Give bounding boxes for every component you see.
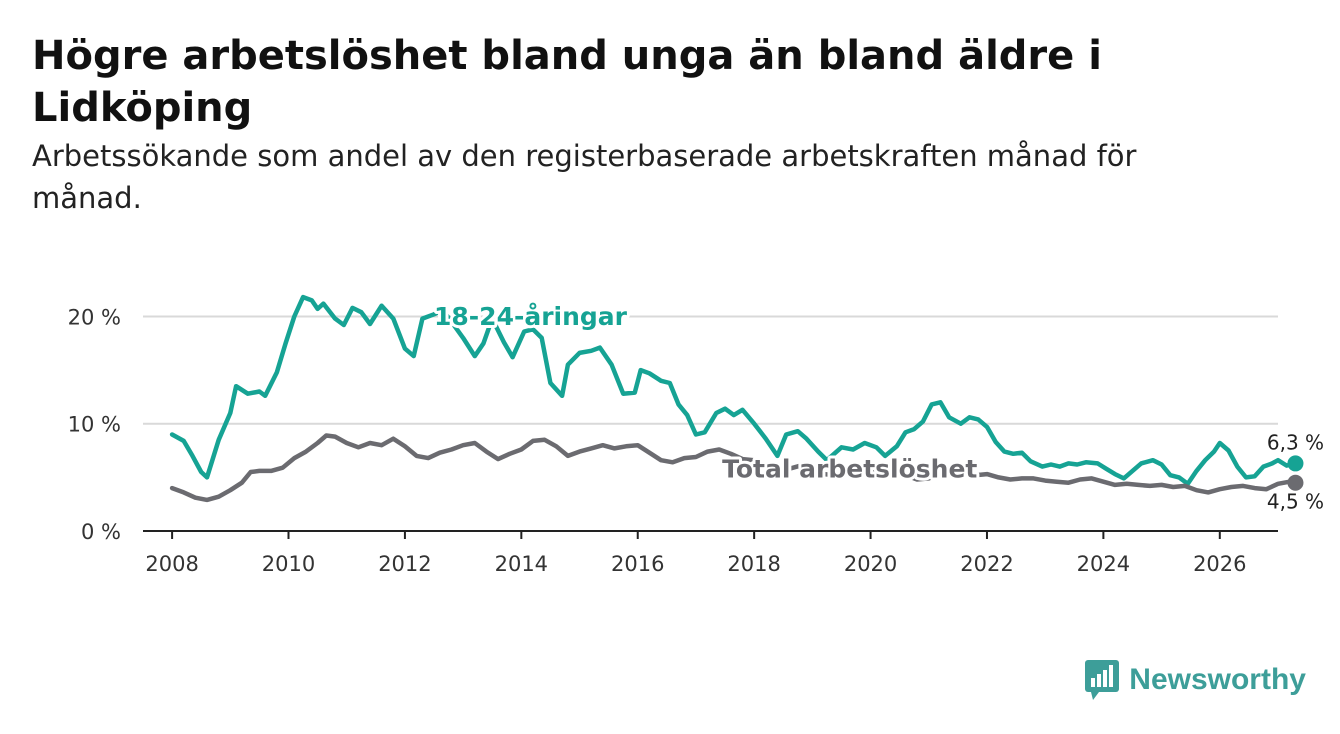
chart-subtitle: Arbetssökande som andel av den registerb…	[32, 139, 1137, 215]
x-tick-label-2010: 2010	[262, 552, 315, 576]
brand-logo: Newsworthy	[1085, 660, 1306, 700]
y-tick-label-0: 0 %	[81, 520, 121, 544]
series-end-marker-total-arbetslöshet	[1287, 474, 1304, 491]
series-end-label-18-24-åringar: 6,3 %	[1267, 430, 1324, 454]
series-end-label-total-arbetslöshet: 4,5 %	[1267, 490, 1324, 514]
newsworthy-logo-icon	[1085, 660, 1120, 700]
series-line-18-24-åringar	[169, 294, 1298, 487]
x-tick-label-2012: 2012	[378, 552, 431, 576]
chart-title: Högre arbetslöshet bland unga än bland ä…	[32, 33, 1102, 131]
series-label-18-24-åringar: 18-24-åringar	[434, 302, 628, 331]
x-tick-label-2008: 2008	[145, 552, 198, 576]
x-tick-label-2024: 2024	[1077, 552, 1130, 576]
x-tick-label-2026: 2026	[1193, 552, 1246, 576]
x-tick-label-2022: 2022	[960, 552, 1013, 576]
x-tick-label-2016: 2016	[611, 552, 664, 576]
x-tick-label-2014: 2014	[495, 552, 548, 576]
brand-name: Newsworthy	[1129, 663, 1306, 696]
series-end-marker-18-24-åringar	[1287, 455, 1304, 472]
series-label-total-arbetslöshet: Total arbetslöshet	[722, 454, 977, 483]
y-tick-label-20: 20 %	[68, 305, 121, 329]
x-tick-label-2018: 2018	[727, 552, 780, 576]
series-line-total-arbetslöshet	[169, 433, 1298, 503]
x-tick-label-2020: 2020	[844, 552, 897, 576]
y-tick-label-10: 10 %	[68, 413, 121, 437]
